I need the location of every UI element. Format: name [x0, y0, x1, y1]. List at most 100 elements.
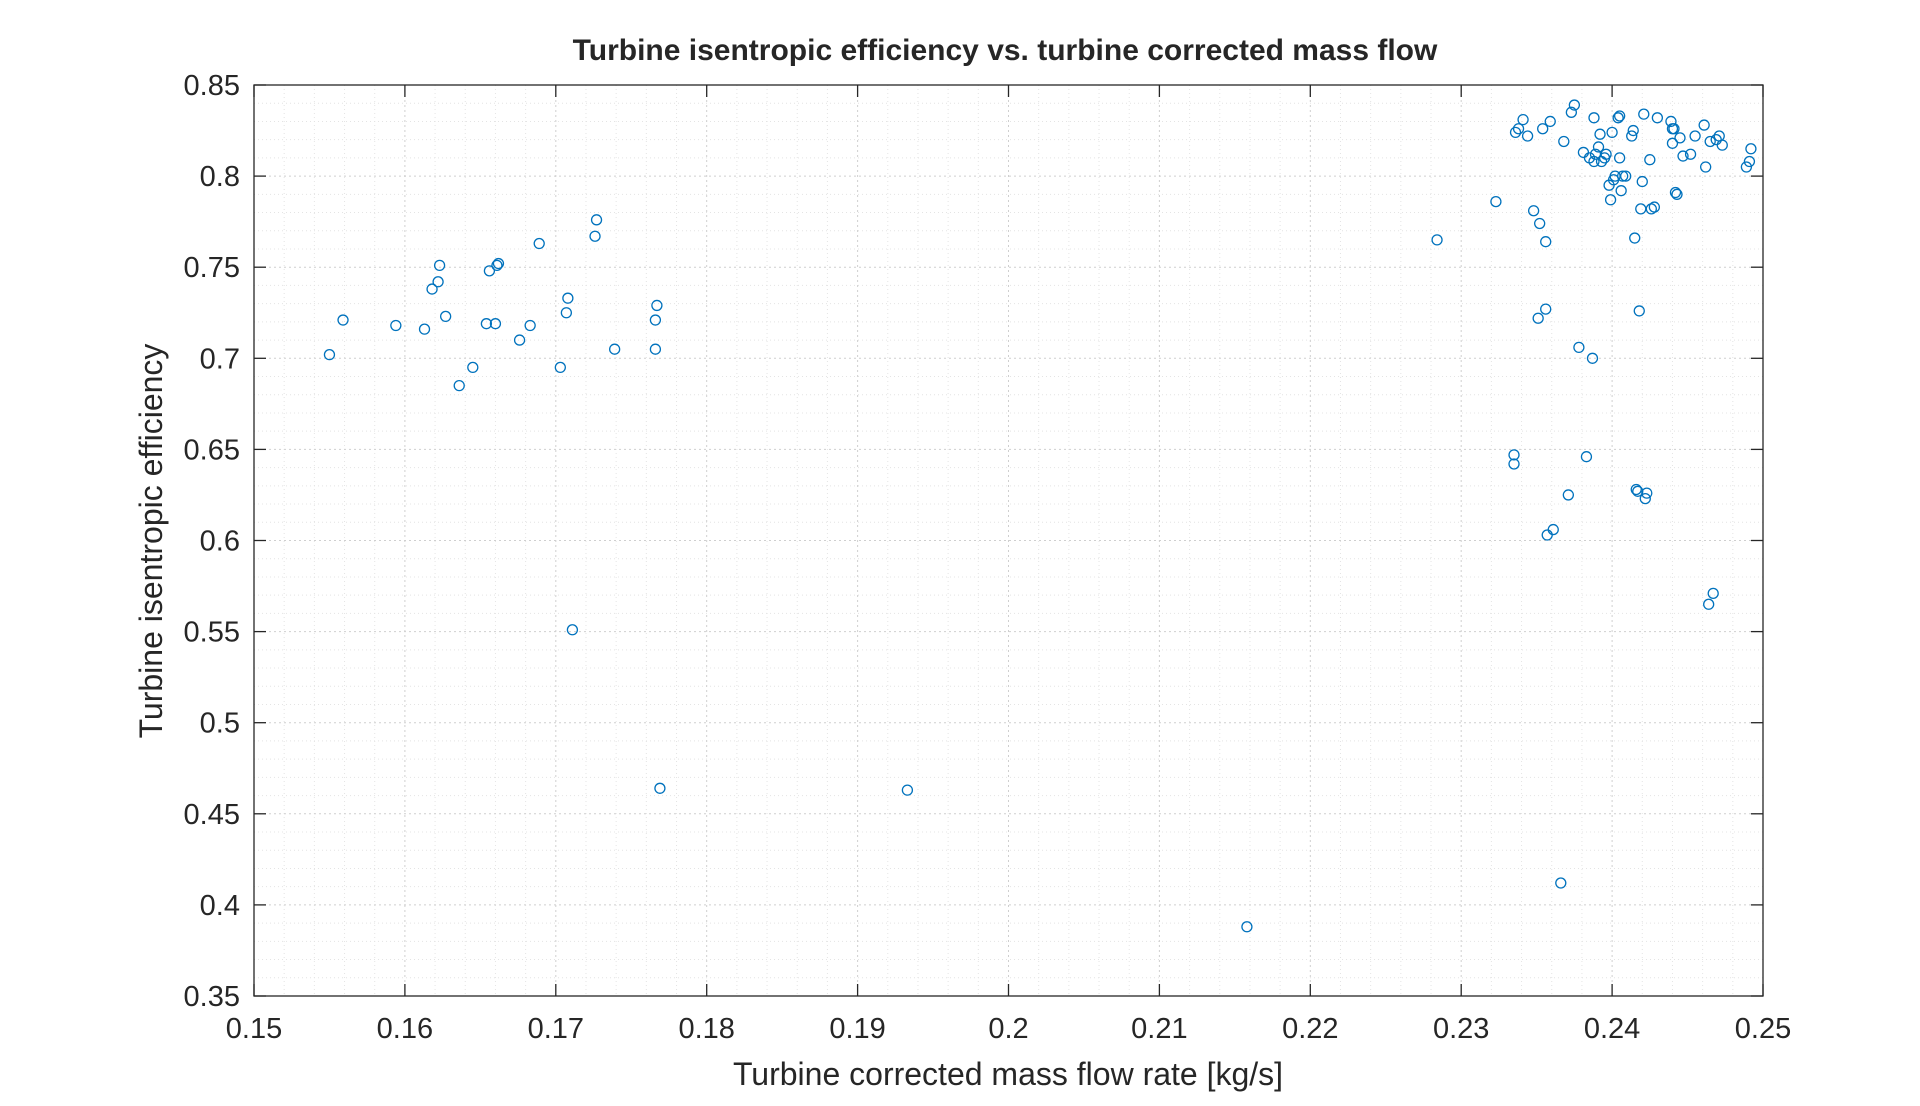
- data-point: [489, 318, 502, 330]
- x-tick-label: 0.18: [678, 1013, 734, 1045]
- data-point: [1562, 489, 1574, 501]
- data-point: [1613, 152, 1626, 164]
- data-point: [1666, 137, 1679, 149]
- data-point: [323, 349, 336, 361]
- data-point: [1629, 232, 1641, 244]
- data-point: [1698, 119, 1710, 131]
- data-point: [1534, 217, 1546, 230]
- data-point: [483, 265, 496, 277]
- data-point: [1674, 132, 1686, 144]
- y-axis-ticks: 0.35 0.4 0.45 0.5 0.55 0.6 0.65 0.7 0.75 0.8 0.85: [184, 70, 1763, 1013]
- data-point: [1700, 161, 1712, 173]
- data-point: [1604, 194, 1617, 206]
- data-point: [1517, 113, 1529, 126]
- x-tick-label: 0.15: [226, 1013, 282, 1045]
- data-point: [1512, 123, 1525, 135]
- data-point: [1573, 341, 1585, 354]
- data-point: [467, 361, 479, 374]
- data-point: [1707, 587, 1719, 599]
- data-point: [513, 334, 526, 346]
- data-point: [1540, 303, 1552, 315]
- data-point: [1740, 161, 1753, 173]
- data-point: [1532, 312, 1544, 324]
- data-point: [433, 259, 446, 272]
- data-point: [1555, 877, 1567, 889]
- data-point: [432, 276, 444, 288]
- x-axis-label: Turbine corrected mass flow rate [kg/s]: [733, 1056, 1283, 1092]
- data-point: [1508, 449, 1520, 461]
- data-point: [491, 259, 503, 272]
- data-point: [1617, 170, 1629, 182]
- data-point: [1521, 130, 1534, 142]
- data-point: [337, 314, 349, 326]
- data-point: [1626, 130, 1638, 142]
- data-point: [1716, 139, 1728, 151]
- data-point: [562, 292, 574, 304]
- y-tick-label: 0.7: [200, 343, 240, 375]
- x-tick-label: 0.19: [829, 1013, 885, 1045]
- data-point: [1641, 487, 1653, 499]
- data-point: [439, 310, 452, 323]
- data-point: [1644, 154, 1656, 166]
- data-point: [590, 214, 603, 226]
- y-tick-label: 0.5: [200, 708, 240, 740]
- data-point: [1509, 126, 1522, 139]
- data-point: [554, 361, 566, 374]
- data-point: [566, 624, 579, 636]
- x-tick-label: 0.17: [528, 1013, 584, 1045]
- data-point: [1544, 115, 1556, 128]
- data-point: [649, 314, 662, 326]
- data-point: [1677, 150, 1689, 162]
- data-point: [524, 319, 536, 332]
- data-point: [1540, 236, 1552, 248]
- data-point: [1613, 110, 1626, 122]
- chart-title: Turbine isentropic efficiency vs. turbin…: [573, 34, 1438, 67]
- data-point: [1745, 143, 1757, 155]
- data-point: [1636, 175, 1648, 188]
- y-tick-label: 0.65: [184, 434, 240, 466]
- data-point: [1639, 492, 1651, 505]
- x-tick-label: 0.22: [1282, 1013, 1338, 1045]
- data-point: [1743, 155, 1756, 168]
- data-point: [1612, 112, 1624, 124]
- data-point: [649, 343, 662, 355]
- data-point: [1648, 201, 1661, 213]
- data-point: [1508, 458, 1520, 470]
- y-tick-label: 0.55: [184, 617, 240, 649]
- data-point: [654, 782, 666, 794]
- data-point: [1431, 234, 1443, 246]
- y-tick-label: 0.45: [184, 799, 240, 831]
- x-tick-label: 0.21: [1131, 1013, 1187, 1045]
- data-points: [323, 99, 1757, 933]
- data-point: [1704, 135, 1716, 148]
- data-point: [1689, 130, 1701, 142]
- data-point: [1633, 305, 1645, 317]
- data-point: [1558, 135, 1570, 148]
- y-tick-label: 0.8: [200, 161, 240, 193]
- data-point: [1565, 106, 1578, 118]
- data-point: [1665, 115, 1677, 128]
- data-point: [651, 299, 663, 312]
- data-point: [1638, 108, 1650, 120]
- y-tick-label: 0.35: [184, 981, 240, 1013]
- data-point: [1588, 112, 1600, 124]
- data-point: [1547, 523, 1559, 536]
- data-point: [492, 257, 505, 270]
- data-point: [533, 237, 545, 250]
- x-tick-label: 0.23: [1433, 1013, 1489, 1045]
- data-point: [1580, 451, 1593, 463]
- data-point: [453, 379, 465, 392]
- data-point: [1527, 205, 1540, 217]
- data-point: [480, 318, 493, 330]
- data-point: [1537, 123, 1549, 135]
- data-point: [1592, 141, 1605, 153]
- data-point: [1627, 124, 1639, 137]
- data-point: [1241, 921, 1253, 933]
- data-point: [1606, 126, 1618, 139]
- data-point: [589, 230, 601, 242]
- x-tick-label: 0.2: [988, 1013, 1028, 1045]
- data-point: [1651, 112, 1664, 124]
- x-tick-label: 0.25: [1735, 1013, 1791, 1045]
- data-point: [1669, 186, 1682, 199]
